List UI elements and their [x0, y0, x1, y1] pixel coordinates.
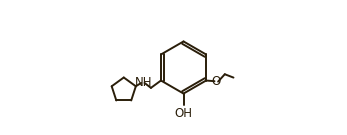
- Text: NH: NH: [134, 76, 152, 89]
- Text: O: O: [211, 75, 221, 88]
- Text: OH: OH: [175, 107, 193, 120]
